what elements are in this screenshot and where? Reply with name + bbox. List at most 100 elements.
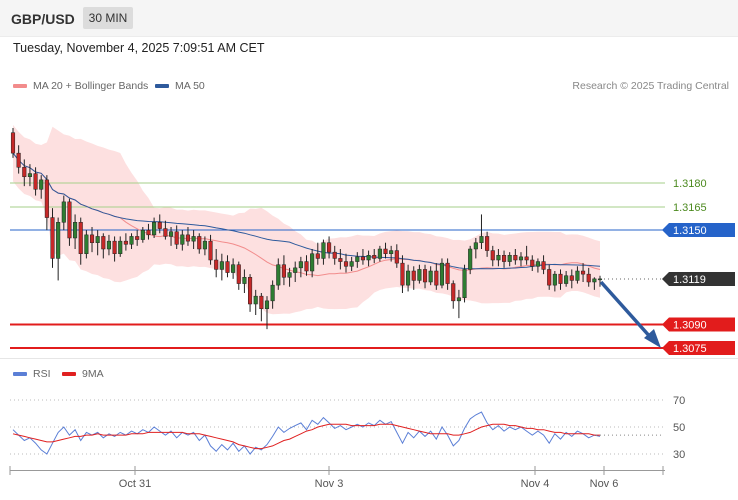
candle-body: [597, 278, 603, 281]
candle-body: [163, 228, 168, 237]
candle-body: [106, 240, 112, 250]
candle-body: [439, 262, 445, 286]
candle-body: [422, 269, 428, 283]
legend-ma50: MA 50: [155, 80, 205, 92]
rsi-tick-label: 30: [673, 449, 685, 461]
candle-body: [27, 173, 32, 177]
candle-body: [287, 272, 292, 278]
candle-body: [530, 259, 535, 267]
ma50-label: MA 50: [175, 80, 205, 92]
candle-body: [558, 273, 563, 284]
candle-body: [507, 255, 512, 262]
candle-body: [89, 234, 95, 243]
candle-body: [253, 295, 258, 305]
ma50-line: [12, 152, 601, 270]
ma50-swatch: [155, 84, 169, 88]
candle-body: [581, 270, 586, 275]
candle-body: [592, 278, 597, 283]
timeframe-badge[interactable]: 30 MIN: [83, 7, 133, 29]
candle-body: [44, 179, 49, 218]
candle-body: [78, 222, 83, 254]
level-label-1.3180: 1.3180: [673, 178, 707, 190]
candle-body: [355, 256, 360, 262]
candle-body: [84, 234, 89, 254]
rsi-tick-label: 50: [673, 422, 685, 434]
candle-body: [248, 277, 253, 305]
legend-rsi-ma: 9MA: [62, 368, 104, 380]
candle-body: [298, 261, 303, 269]
candle-body: [219, 261, 224, 270]
rsi-ma-line: [12, 423, 600, 450]
candle-body: [394, 250, 399, 264]
candle-body: [276, 264, 281, 286]
candle-body: [180, 234, 185, 245]
candle-body: [321, 242, 326, 259]
candle-body: [225, 261, 230, 273]
candle-body: [535, 261, 540, 267]
projection-arrow-head: [644, 329, 661, 348]
candle-body: [349, 261, 354, 267]
x-axis-label: Nov 6: [590, 478, 619, 490]
candle-body: [16, 152, 21, 168]
legend-ma20: MA 20 + Bollinger Bands: [13, 80, 148, 92]
candle-body: [270, 284, 275, 302]
symbol-title: GBP/USD: [11, 11, 75, 27]
candle-body: [310, 253, 315, 272]
candle-body: [191, 236, 196, 242]
level-tag-1.3119: [662, 272, 735, 286]
candle-body: [569, 275, 574, 281]
candle-body: [61, 201, 66, 223]
candle-body: [10, 132, 16, 154]
candle-body: [575, 270, 580, 281]
rsi-ma-label: 9MA: [82, 368, 104, 380]
candle-body: [214, 259, 219, 270]
candle-body: [95, 236, 100, 243]
candle-body: [242, 277, 247, 284]
candle-body: [281, 264, 286, 278]
candle-body: [547, 269, 552, 286]
candle-body: [174, 231, 179, 245]
candle-body: [259, 295, 264, 309]
candle-body: [33, 173, 38, 190]
x-axis-label: Nov 4: [521, 478, 550, 490]
level-label-1.3150: 1.3150: [673, 225, 707, 237]
ma20-swatch: [13, 84, 27, 88]
candle-body: [434, 270, 439, 286]
candle-body: [462, 269, 467, 298]
candle-body: [518, 256, 524, 261]
x-axis-label: Oct 31: [119, 478, 151, 490]
x-axis-label: Nov 3: [315, 478, 344, 490]
candle-body: [185, 234, 191, 242]
candle-body: [135, 236, 140, 240]
candle-body: [73, 222, 78, 239]
candle-body: [417, 269, 422, 281]
level-label-1.3165: 1.3165: [673, 202, 707, 214]
candle-body: [485, 236, 490, 251]
candle-body: [372, 255, 377, 259]
candle-body: [202, 240, 207, 250]
candle-body: [541, 261, 546, 270]
candle-body: [231, 264, 236, 273]
candle-body: [152, 222, 157, 236]
candle-body: [293, 267, 298, 273]
candles-group: [10, 128, 603, 330]
rsi-line: [12, 411, 601, 455]
candle-body: [264, 300, 270, 309]
candle-body: [67, 201, 72, 239]
candle-body: [332, 251, 337, 259]
projection-arrow-shaft: [599, 280, 654, 341]
candle-body: [501, 255, 507, 262]
candle-body: [140, 229, 145, 240]
level-label-1.3119: 1.3119: [673, 274, 706, 286]
research-credit: Research © 2025 Trading Central: [572, 80, 729, 92]
candle-body: [157, 222, 162, 229]
candle-body: [168, 231, 174, 237]
legend-rsi: RSI: [13, 368, 51, 380]
candle-body: [236, 264, 241, 284]
rsi-swatch: [13, 372, 27, 376]
candle-body: [564, 275, 569, 284]
candle-body: [383, 248, 388, 254]
candle-body: [451, 283, 456, 302]
candle-body: [112, 240, 117, 254]
